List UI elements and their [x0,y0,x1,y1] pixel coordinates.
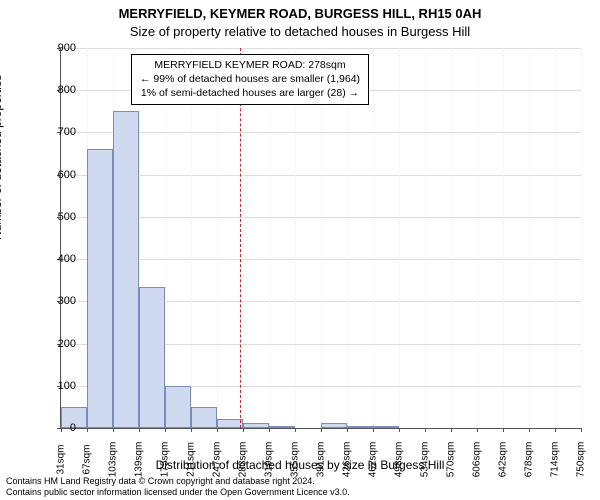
y-tick-label: 700 [36,126,76,138]
y-axis-label: Number of detached properties [0,75,4,240]
annotation-line-3: 1% of semi-detached houses are larger (2… [140,86,360,100]
x-axis-label: Distribution of detached houses by size … [0,458,600,472]
grid-line-v [61,48,62,428]
histogram-bar [139,287,165,428]
grid-line-v [373,48,374,428]
grid-line-v [503,48,504,428]
plot-area: 31sqm67sqm103sqm139sqm175sqm211sqm247sqm… [60,48,581,429]
annotation-line-1: MERRYFIELD KEYMER ROAD: 278sqm [140,58,360,72]
grid-line-v [555,48,556,428]
histogram-bar [321,423,346,428]
chart-container: MERRYFIELD, KEYMER ROAD, BURGESS HILL, R… [0,0,600,500]
grid-line-v [269,48,270,428]
histogram-bar [269,426,295,428]
grid-line-v [451,48,452,428]
y-tick-label: 600 [36,169,76,181]
y-tick-label: 0 [36,422,76,434]
histogram-bar [87,149,113,428]
grid-line-v [295,48,296,428]
y-tick-label: 800 [36,84,76,96]
histogram-bar [165,386,191,428]
histogram-bar [191,407,217,428]
grid-line-v [529,48,530,428]
annotation-box: MERRYFIELD KEYMER ROAD: 278sqm← 99% of d… [131,54,369,105]
histogram-bar [373,426,399,428]
chart-title-main: MERRYFIELD, KEYMER ROAD, BURGESS HILL, R… [0,6,600,21]
reference-line [240,48,241,428]
grid-line-v [321,48,322,428]
grid-line-v [165,48,166,428]
chart-title-sub: Size of property relative to detached ho… [0,24,600,39]
grid-line-v [191,48,192,428]
y-tick-label: 400 [36,253,76,265]
grid-line-v [477,48,478,428]
footer-line-1: Contains HM Land Registry data © Crown c… [6,476,315,486]
grid-line-v [399,48,400,428]
grid-line-v [581,48,582,428]
annotation-line-2: ← 99% of detached houses are smaller (1,… [140,72,360,86]
y-tick-label: 200 [36,338,76,350]
grid-line-v [347,48,348,428]
footer-attribution: Contains HM Land Registry data © Crown c… [6,476,350,498]
grid-line-v [243,48,244,428]
histogram-bar [113,111,139,428]
histogram-bar [243,423,269,428]
histogram-bar [347,426,373,428]
y-tick-label: 900 [36,42,76,54]
footer-line-2: Contains public sector information licen… [6,487,350,497]
y-tick-label: 500 [36,211,76,223]
y-tick-label: 300 [36,295,76,307]
grid-line-v [217,48,218,428]
y-tick-label: 100 [36,380,76,392]
grid-line-v [425,48,426,428]
